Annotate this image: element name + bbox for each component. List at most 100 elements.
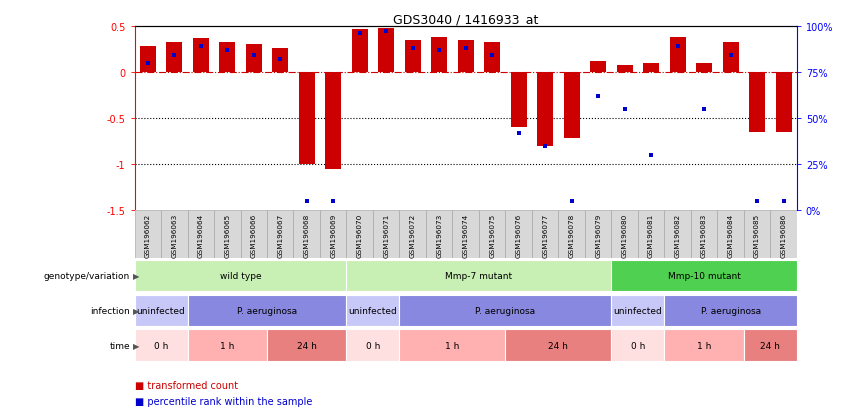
Bar	[373, 211, 399, 258]
Bar	[431, 38, 447, 73]
Bar	[457, 40, 474, 73]
Bar	[246, 45, 261, 73]
Bar	[187, 295, 346, 326]
Bar	[346, 295, 399, 326]
Bar	[326, 73, 341, 169]
Text: infection: infection	[90, 306, 130, 315]
Bar	[532, 211, 558, 258]
Bar	[352, 30, 368, 73]
Text: 24 h: 24 h	[549, 341, 569, 350]
Bar	[299, 73, 315, 165]
Bar	[346, 260, 611, 292]
Bar	[616, 65, 633, 73]
Bar	[399, 330, 505, 361]
Text: wild type: wild type	[220, 271, 261, 280]
Text: GSM196071: GSM196071	[383, 213, 389, 257]
Point	[512, 130, 526, 137]
Text: GSM196082: GSM196082	[674, 213, 681, 257]
Bar	[167, 43, 182, 73]
Bar	[537, 73, 553, 146]
Bar	[378, 28, 394, 73]
Text: GSM196076: GSM196076	[516, 213, 522, 257]
Text: ■ percentile rank within the sample: ■ percentile rank within the sample	[135, 396, 312, 406]
Point	[591, 93, 605, 100]
Text: 1 h: 1 h	[445, 341, 460, 350]
Text: uninfected: uninfected	[349, 306, 398, 315]
Bar	[404, 40, 421, 73]
Bar	[563, 73, 580, 139]
Text: GSM196065: GSM196065	[224, 213, 230, 257]
Bar	[638, 211, 664, 258]
Text: 1 h: 1 h	[697, 341, 711, 350]
Bar	[267, 211, 293, 258]
Text: ■ transformed count: ■ transformed count	[135, 380, 238, 390]
Bar	[187, 330, 267, 361]
Bar	[399, 295, 611, 326]
Point	[405, 45, 419, 52]
Bar	[320, 211, 346, 258]
Bar	[214, 211, 240, 258]
Text: uninfected: uninfected	[614, 306, 662, 315]
Text: GSM196081: GSM196081	[648, 213, 654, 257]
Bar	[346, 211, 373, 258]
Bar	[611, 295, 664, 326]
Bar	[664, 295, 797, 326]
Bar	[293, 211, 320, 258]
Bar	[770, 211, 797, 258]
Bar	[611, 211, 638, 258]
Bar	[611, 330, 664, 361]
Point	[352, 31, 366, 38]
Text: 0 h: 0 h	[365, 341, 380, 350]
Bar	[484, 43, 500, 73]
Bar	[717, 211, 744, 258]
Text: GSM196067: GSM196067	[277, 213, 283, 257]
Bar	[611, 260, 797, 292]
Text: GSM196083: GSM196083	[701, 213, 707, 257]
Bar	[691, 211, 717, 258]
Bar	[399, 211, 426, 258]
Text: GSM196070: GSM196070	[357, 213, 363, 257]
Point	[168, 53, 181, 59]
Bar	[135, 295, 187, 326]
Bar	[744, 330, 797, 361]
Bar	[585, 211, 611, 258]
Point	[326, 198, 340, 205]
Text: GSM196078: GSM196078	[569, 213, 575, 257]
Text: GSM196075: GSM196075	[490, 213, 495, 257]
Bar	[505, 211, 532, 258]
Bar	[723, 43, 739, 73]
Text: GSM196079: GSM196079	[595, 213, 602, 257]
Text: GSM196066: GSM196066	[251, 213, 257, 257]
Text: ▶: ▶	[133, 341, 139, 350]
Bar	[510, 73, 527, 128]
Bar	[776, 73, 792, 133]
Text: GSM196085: GSM196085	[754, 213, 760, 257]
Bar	[140, 47, 155, 73]
Bar	[220, 43, 235, 73]
Point	[671, 44, 685, 50]
Text: GSM196064: GSM196064	[198, 213, 204, 257]
Bar	[240, 211, 267, 258]
Text: GSM196063: GSM196063	[171, 213, 177, 257]
Bar	[696, 64, 712, 73]
Bar	[670, 38, 686, 73]
Bar	[479, 211, 505, 258]
Point	[777, 198, 791, 205]
Text: GSM196068: GSM196068	[304, 213, 310, 257]
Text: GSM196062: GSM196062	[145, 213, 151, 257]
Text: 0 h: 0 h	[154, 341, 168, 350]
Bar	[664, 211, 691, 258]
Point	[697, 106, 711, 113]
Bar	[135, 260, 346, 292]
Point	[432, 47, 446, 54]
Bar	[135, 211, 161, 258]
Bar	[273, 49, 288, 73]
Bar	[558, 211, 585, 258]
Text: P. aeruginosa: P. aeruginosa	[700, 306, 760, 315]
Text: GSM196086: GSM196086	[780, 213, 786, 257]
Point	[724, 53, 738, 59]
Text: 24 h: 24 h	[760, 341, 780, 350]
Text: P. aeruginosa: P. aeruginosa	[476, 306, 536, 315]
Text: 1 h: 1 h	[220, 341, 234, 350]
Bar	[346, 330, 399, 361]
